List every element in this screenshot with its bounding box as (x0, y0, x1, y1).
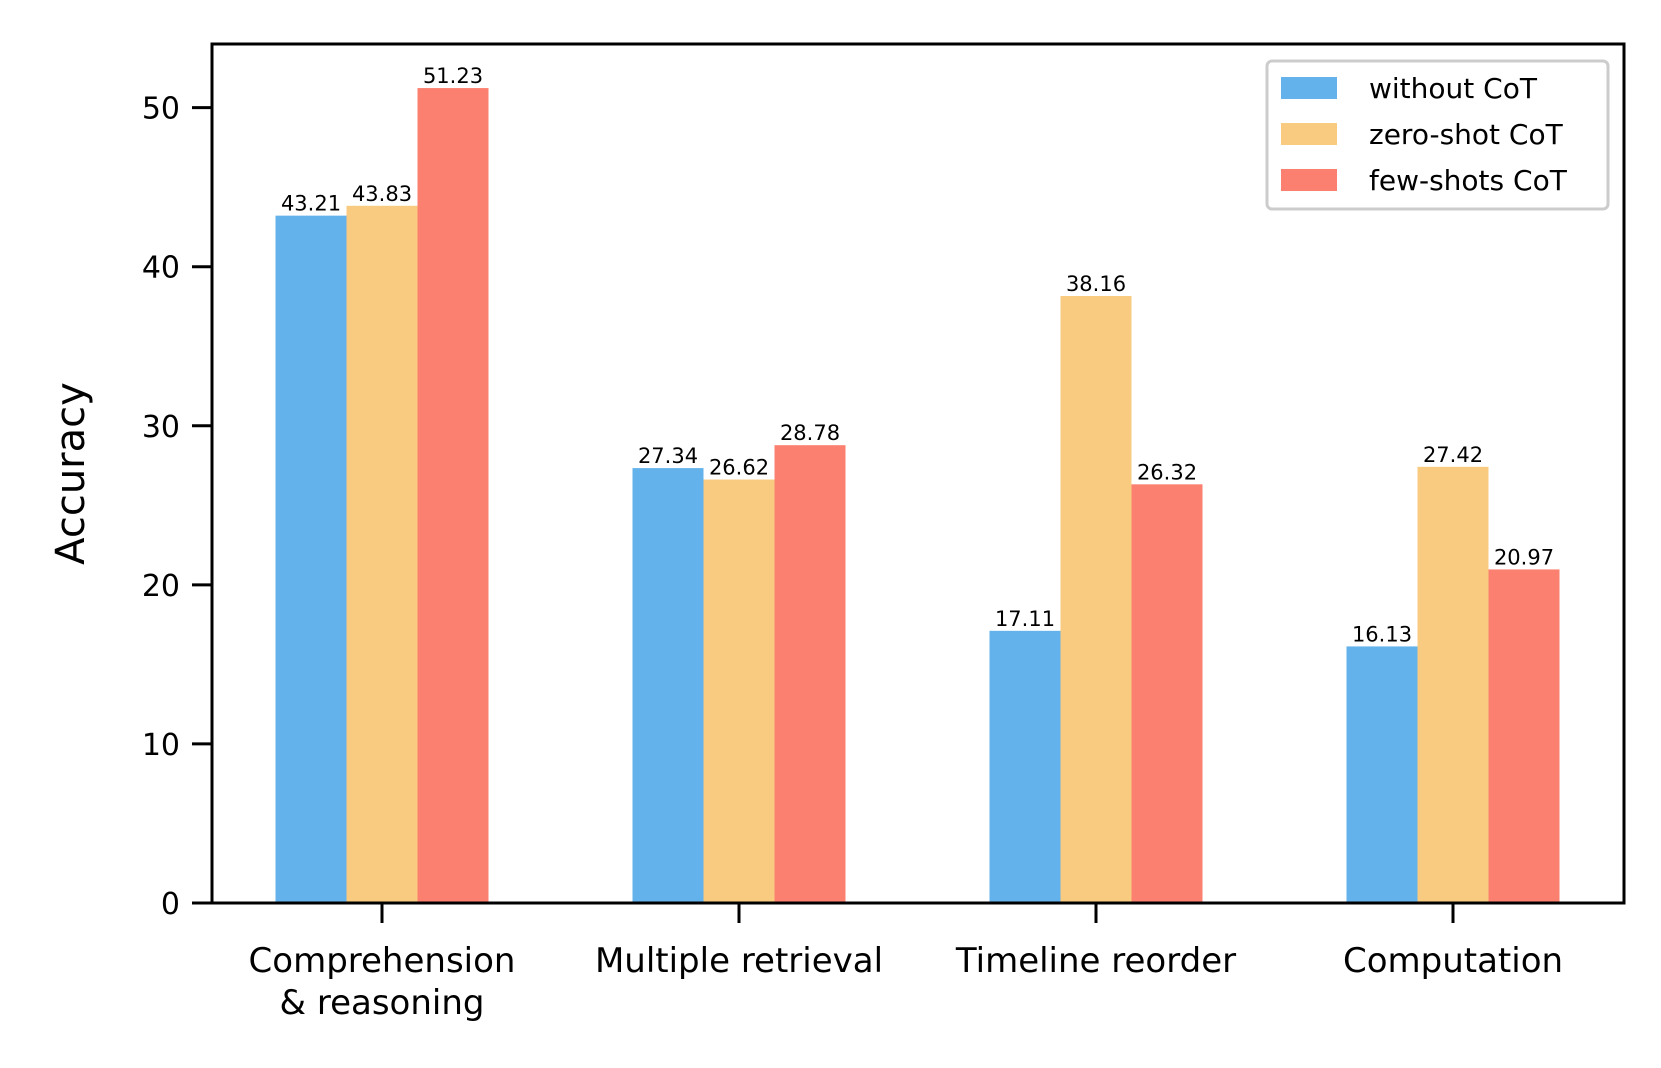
y-tick-label: 20 (142, 569, 180, 604)
bar (703, 479, 775, 903)
data-label: 28.78 (780, 421, 840, 445)
x-tick-label-line: & reasoning (280, 983, 485, 1023)
bar (346, 205, 418, 904)
x-tick-label-line: Computation (1343, 941, 1563, 981)
legend-swatch (1281, 123, 1337, 145)
bar (632, 468, 704, 903)
x-tick-label: Multiple retrieval (595, 941, 883, 981)
x-tick-label: Timeline reorder (955, 941, 1236, 981)
x-tick-label-line: Comprehension (249, 941, 516, 981)
data-label: 51.23 (423, 64, 483, 88)
x-tick-label-line: Multiple retrieval (595, 941, 883, 981)
data-label: 20.97 (1494, 545, 1554, 569)
bar (774, 445, 846, 903)
plot-frame (210, 42, 1626, 905)
legend: without CoT zero-shot CoT few-shots CoT (1265, 59, 1610, 211)
bars-layer (275, 88, 1560, 904)
x-tick-label: Computation (1343, 941, 1563, 981)
bar (417, 88, 489, 903)
data-label: 16.13 (1352, 622, 1412, 646)
y-tick-label: 0 (161, 887, 180, 922)
legend-swatch (1281, 169, 1337, 191)
data-label: 26.32 (1137, 460, 1197, 484)
data-label: 43.83 (352, 182, 412, 206)
bar (989, 630, 1061, 903)
bar (1417, 466, 1489, 903)
y-tick-label: 10 (142, 728, 180, 763)
data-label: 27.34 (638, 444, 698, 468)
y-tick-label: 50 (142, 92, 180, 127)
data-label: 43.21 (281, 192, 341, 216)
bar (1488, 569, 1560, 903)
legend-label: zero-shot CoT (1369, 118, 1564, 151)
bar (1060, 295, 1132, 903)
y-axis-title: Accuracy (48, 382, 94, 565)
y-tick-label: 30 (142, 410, 180, 445)
data-label: 17.11 (995, 607, 1055, 631)
legend-swatch (1281, 77, 1337, 99)
legend-box (1265, 59, 1610, 211)
legend-label: without CoT (1369, 72, 1538, 105)
data-label: 26.62 (709, 456, 769, 480)
data-label: 27.42 (1423, 443, 1483, 467)
data-label: 38.16 (1066, 272, 1126, 296)
bar (1346, 646, 1418, 903)
y-axis: 0 10 20 30 40 50 (142, 92, 212, 922)
legend-label: few-shots CoT (1369, 164, 1568, 197)
x-axis: Comprehension & reasoning Multiple retriev… (249, 903, 1563, 1023)
x-tick-label: Comprehension & reasoning (249, 941, 516, 1023)
data-labels-layer: 43.21 43.83 51.23 27.34 26.62 28.78 17.11 38.16… (281, 64, 1554, 646)
bar (275, 215, 347, 903)
y-tick-label: 40 (142, 251, 180, 286)
bar (1131, 484, 1203, 903)
x-tick-label-line: Timeline reorder (955, 941, 1236, 981)
